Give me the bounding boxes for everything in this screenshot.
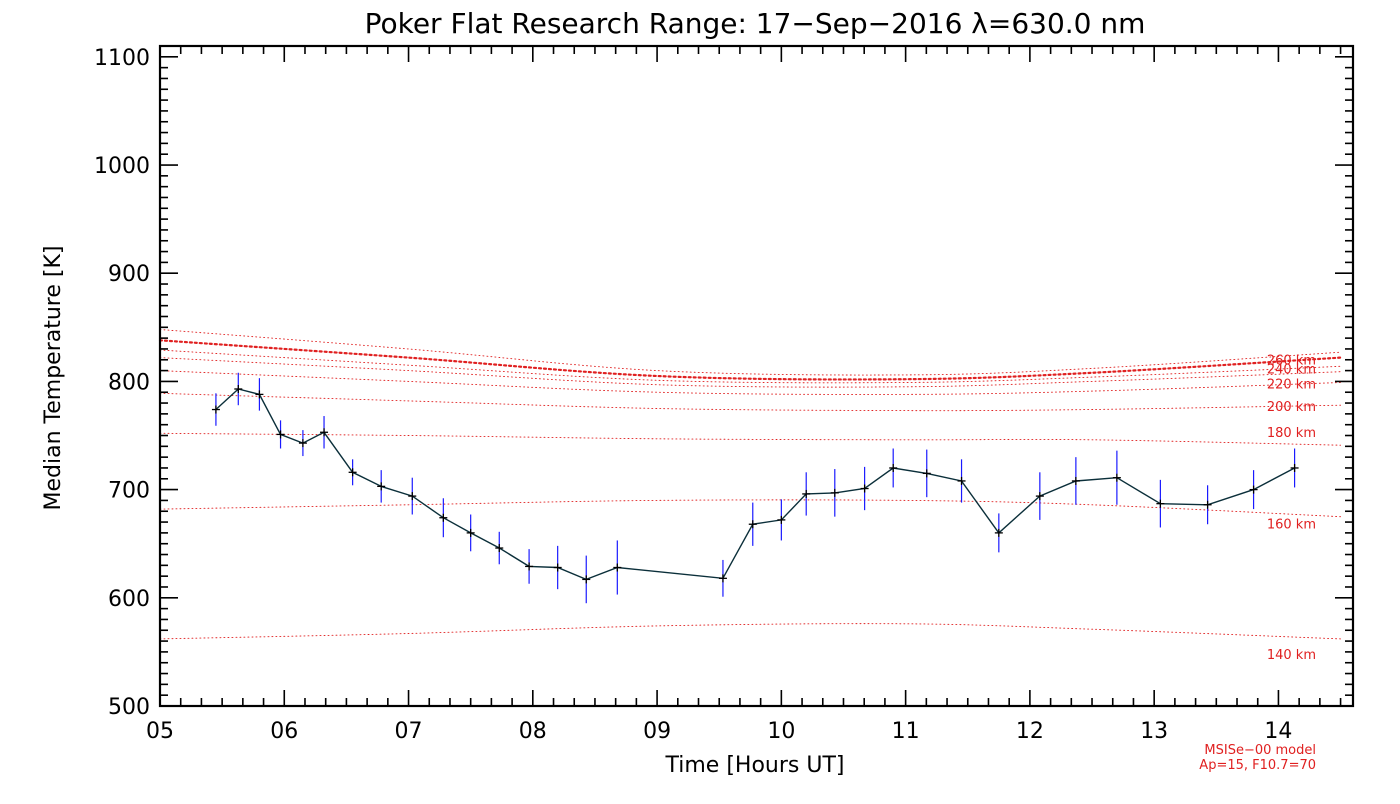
- data-point: [922, 469, 931, 478]
- data-point: [830, 488, 839, 497]
- data-point: [860, 484, 869, 493]
- model-curve: [159, 392, 1342, 412]
- data-point: [889, 463, 898, 472]
- x-tick-label: 14: [1264, 719, 1292, 744]
- series-line: [215, 388, 1295, 581]
- data-point: [525, 562, 534, 571]
- model-curve: [159, 499, 1342, 518]
- y-tick-label: 1000: [94, 154, 150, 179]
- x-tick-label: 06: [270, 719, 298, 744]
- data-point: [211, 405, 220, 414]
- data-point: [582, 575, 591, 584]
- x-axis-label: Time [Hours UT]: [665, 753, 845, 778]
- data-point: [957, 476, 966, 485]
- x-tick-label: 10: [767, 719, 795, 744]
- y-axis-label: Median Temperature [K]: [41, 246, 66, 511]
- data-point: [298, 439, 307, 448]
- series-layer: [211, 384, 1299, 584]
- data-point: [1035, 492, 1044, 501]
- model-note-line-1: MSISe−00 model: [1204, 743, 1316, 758]
- data-point: [553, 563, 562, 572]
- model-curve-label: 180 km: [1267, 426, 1316, 441]
- y-tick-label: 900: [108, 262, 150, 287]
- model-curve-label: 140 km: [1267, 648, 1316, 663]
- data-point: [718, 574, 727, 583]
- x-tick-label: 13: [1140, 719, 1168, 744]
- x-tick-label: 12: [1016, 719, 1044, 744]
- x-tick-label: 05: [146, 719, 174, 744]
- data-point: [748, 520, 757, 529]
- data-point: [234, 384, 243, 393]
- model-curve-label: 200 km: [1267, 400, 1316, 415]
- data-point: [276, 430, 285, 439]
- y-tick-label: 800: [108, 370, 150, 395]
- data-point: [320, 428, 329, 437]
- y-tick-label: 600: [108, 587, 150, 612]
- model-curve: [159, 329, 1342, 376]
- data-point: [1290, 463, 1299, 472]
- data-point: [495, 544, 504, 553]
- y-tick-label: 500: [108, 695, 150, 720]
- data-point: [802, 489, 811, 498]
- model-note-line-2: Ap=15, F10.7=70: [1199, 758, 1316, 773]
- model-curve-label: 240 km: [1267, 363, 1316, 378]
- model-curve: [159, 349, 1342, 384]
- data-point: [1071, 476, 1080, 485]
- model-curve: [159, 432, 1342, 446]
- x-tick-label: 09: [643, 719, 671, 744]
- y-tick-label: 1100: [94, 46, 150, 71]
- data-point: [777, 515, 786, 524]
- x-tick-label: 11: [892, 719, 920, 744]
- model-curve: [158, 339, 1342, 381]
- plot-frame: [158, 44, 1355, 708]
- data-point: [1112, 473, 1121, 482]
- model-curve: [159, 623, 1342, 640]
- x-tick-label: 08: [519, 719, 547, 744]
- axes-layer: [158, 44, 1355, 708]
- data-point: [255, 390, 264, 399]
- tick-labels-layer: 05 06 07 08 09 10 11 12 13 14 500 600 700 800 900 1000 1…: [94, 46, 1292, 744]
- data-point: [613, 563, 622, 572]
- chart-title: Poker Flat Research Range: 17−Sep−2016 λ…: [365, 7, 1146, 40]
- model-curve-label: 160 km: [1267, 518, 1316, 533]
- y-tick-label: 700: [108, 479, 150, 504]
- model-curve-label: 260 km: [1267, 353, 1316, 368]
- model-curve: [159, 370, 1342, 395]
- data-point: [1203, 500, 1212, 509]
- data-point: [439, 513, 448, 522]
- model-curve: [159, 357, 1342, 388]
- data-point: [994, 528, 1003, 537]
- x-tick-label: 07: [395, 719, 423, 744]
- data-point: [408, 492, 417, 501]
- data-point: [1249, 485, 1258, 494]
- data-point: [1156, 499, 1165, 508]
- data-point: [348, 468, 357, 477]
- data-point: [377, 482, 386, 491]
- data-point: [466, 528, 475, 537]
- model-curve-label: 220 km: [1267, 378, 1316, 393]
